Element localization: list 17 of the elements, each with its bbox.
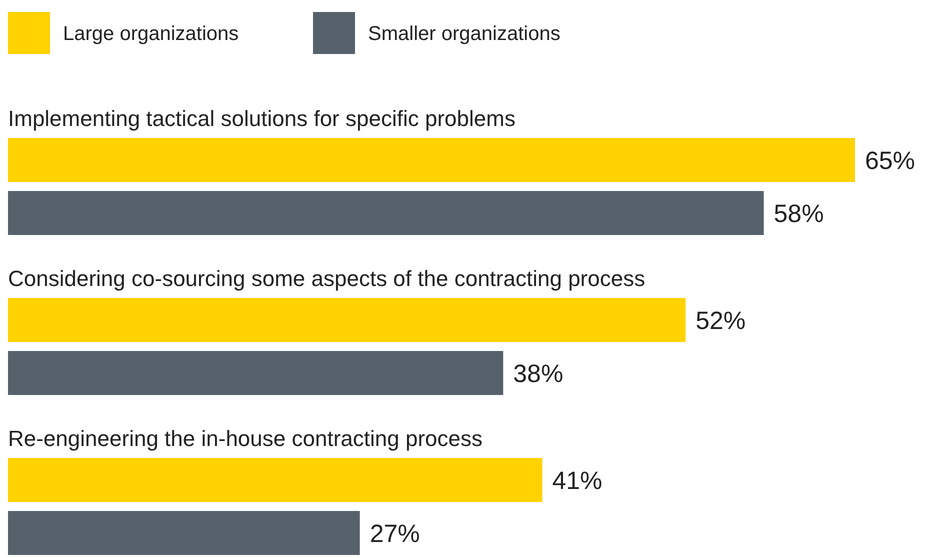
bar: [8, 191, 764, 235]
legend-label: Smaller organizations: [368, 23, 560, 45]
data-label: 52%: [696, 307, 746, 335]
y-tick-label: Implementing tactical solutions for specific problems: [8, 106, 516, 131]
data-label: 65%: [865, 147, 916, 175]
bar: [8, 511, 360, 555]
y-tick-label: Re-engineering the in-house contracting process: [8, 426, 483, 451]
data-label: 38%: [513, 360, 564, 388]
data-label: 58%: [774, 200, 824, 228]
bar: [8, 298, 686, 342]
bar: [8, 458, 542, 502]
data-label: 27%: [370, 520, 420, 548]
data-label: 41%: [552, 467, 602, 495]
y-tick-label: Considering co-sourcing some aspects of the contracting process: [8, 266, 646, 291]
legend-label: Large organizations: [63, 23, 239, 45]
bar: [8, 351, 504, 395]
bar: [8, 138, 855, 182]
